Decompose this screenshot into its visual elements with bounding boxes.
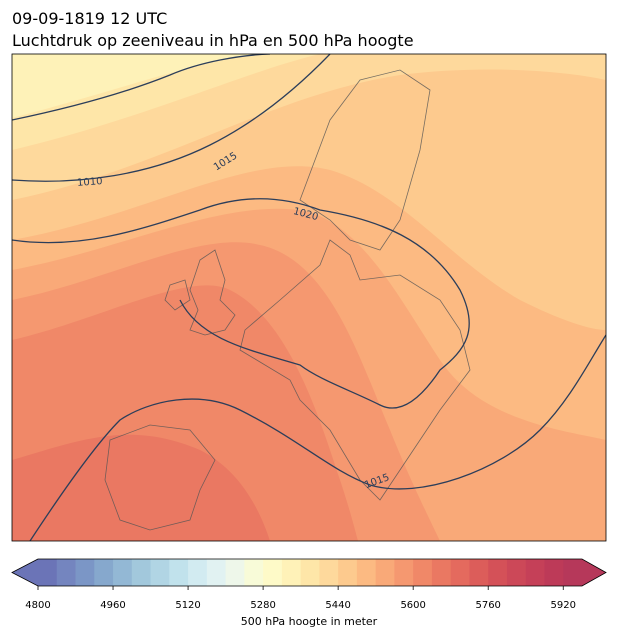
title: 09-09-1819 12 UTC [12,9,167,28]
isobar [12,54,271,121]
subtitle: Luchtdruk op zeeniveau in hPa en 500 hPa… [12,31,414,50]
colorbar-swatch [413,559,433,586]
colorbar-swatch [169,559,189,586]
isobar [12,198,470,409]
colorbar-swatch [188,559,208,586]
colorbar-extend [12,559,38,586]
colorbar-swatch [544,559,564,586]
colorbar: 4800 4960 5120 5280 5440 5600 5760 5920 [11,558,607,611]
colorbar-swatch [113,559,133,586]
colorbar-swatch [506,559,527,586]
colorbar-swatch [563,559,583,586]
colorbar-swatch [94,559,114,586]
colorbar-swatch [131,559,152,586]
colorbar-swatch [469,559,489,586]
colorbar-swatch [244,559,264,586]
colorbar-swatch [150,559,170,586]
colorbar-swatch [375,559,395,586]
height-band [12,434,270,541]
isobar-label: 1010 [77,176,103,189]
coastline [299,69,431,251]
colorbar-tick-label: 4960 [100,600,125,611]
coastline [189,249,236,336]
colorbar-swatch [225,559,245,586]
coastline [104,424,216,531]
colorbar-swatch [263,559,283,586]
colorbar-swatch [56,559,77,586]
colorbar-tick-label: 4800 [25,600,50,611]
colorbar-swatch [394,559,414,586]
colorbar-swatch [488,559,508,586]
colorbar-swatch [300,559,320,586]
colorbar-tick-label: 5760 [475,600,500,611]
isobar [29,334,606,541]
colorbar-swatch [75,559,95,586]
colorbar-tick-label: 5280 [250,600,275,611]
colorbar-tick-label: 5920 [551,600,576,611]
colorbar-swatch [431,559,452,586]
colorbar-tick-label: 5600 [400,600,425,611]
colorbar-extend [582,559,606,586]
colorbar-outline [11,558,607,587]
coastline [239,239,471,501]
colorbar-swatch [206,559,227,586]
colorbar-swatch [525,559,545,586]
colorbar-swatch [356,559,377,586]
map-frame [11,53,607,542]
colorbar-swatch [281,559,302,586]
colorbar-swatch [38,559,58,586]
isobar [12,54,331,182]
colorbar-swatch [338,559,358,586]
colorbar-tick-label: 5440 [325,600,350,611]
map: 1010 1015 1020 1015 [12,54,606,541]
colorbar-swatch [450,559,470,586]
colorbar-label: 500 hPa hoogte in meter [241,615,378,628]
colorbar-swatch [319,559,339,586]
colorbar-tick-label: 5120 [175,600,200,611]
